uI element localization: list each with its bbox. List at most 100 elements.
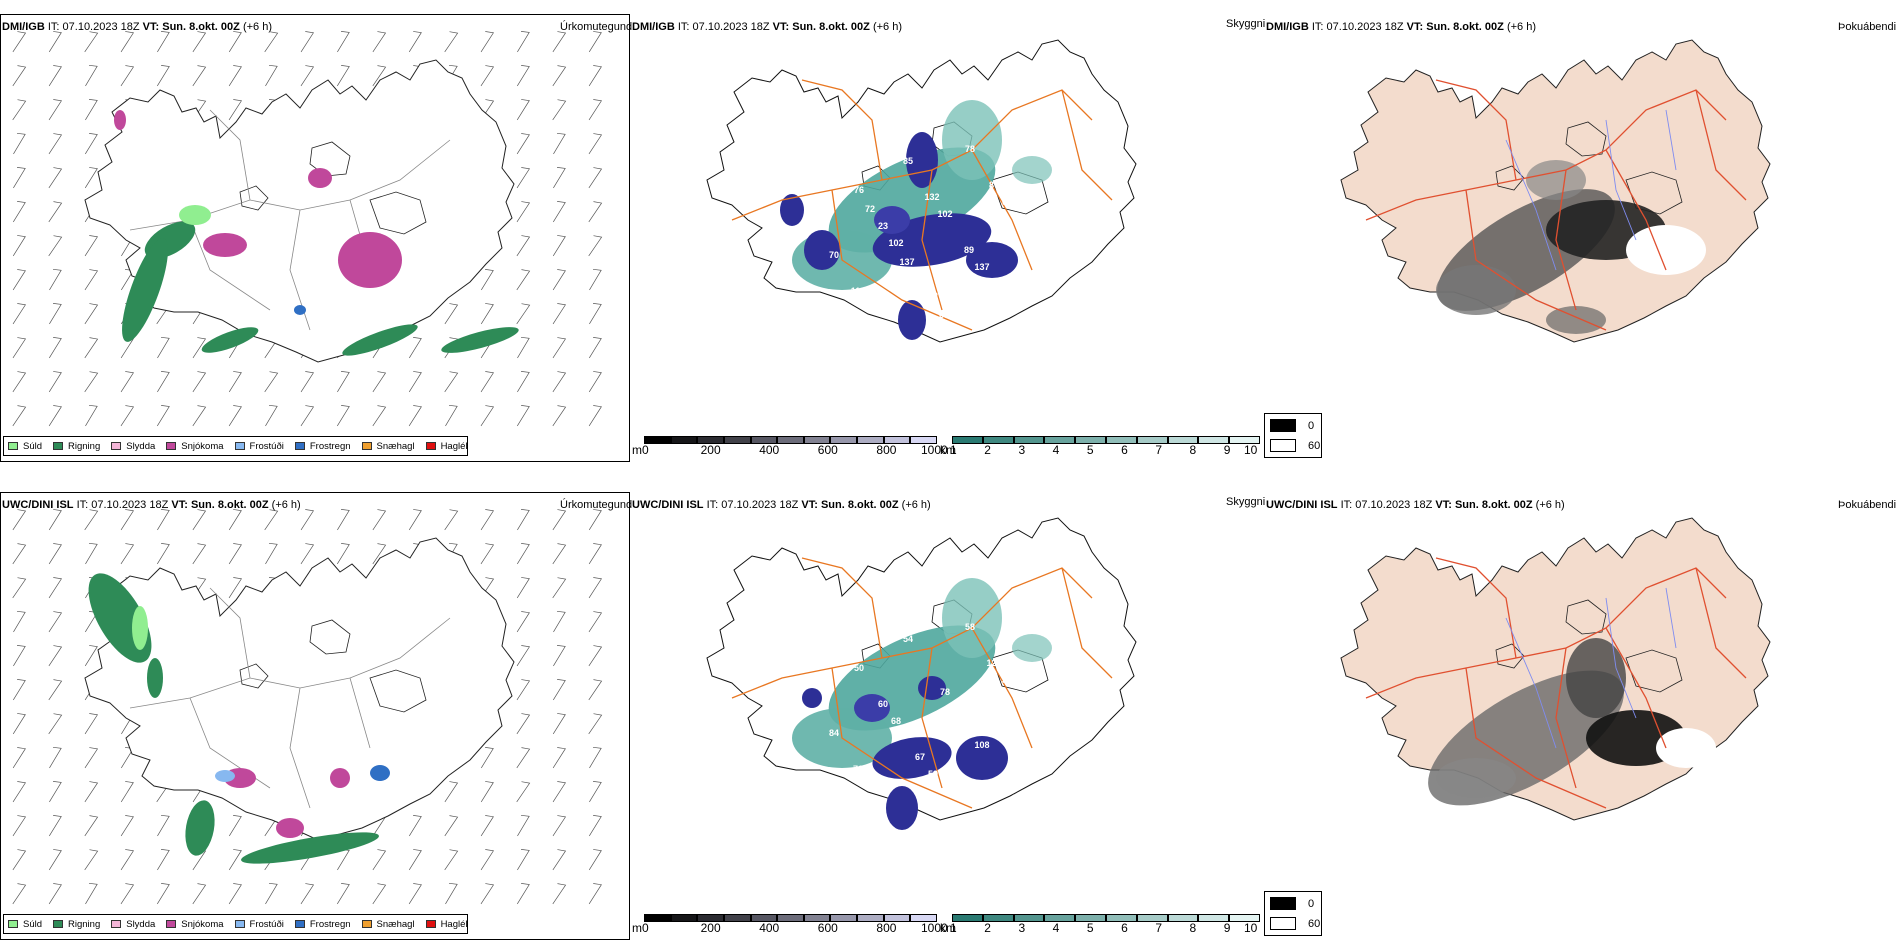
cloud-base-label: 73: [1001, 298, 1011, 308]
cloud-base-area: [804, 230, 840, 270]
colorbar-segment: [830, 436, 858, 444]
wind-barb: [517, 849, 530, 871]
wind-barb: [48, 31, 62, 53]
legend-swatch: [361, 442, 372, 450]
lead-offset: (+6 h): [1535, 499, 1565, 511]
wind-barb: [336, 543, 350, 565]
wind-barb: [228, 543, 242, 565]
it-label: IT:: [47, 21, 60, 33]
wind-barb: [552, 303, 567, 325]
wind-barb: [444, 31, 459, 53]
cloud-base-label: 107: [1011, 793, 1026, 803]
wind-barb: [48, 883, 62, 905]
shaded-area: [828, 147, 996, 253]
legend-item-haglel: Haglél: [425, 919, 468, 930]
wind-barb: [480, 747, 494, 769]
wind-barb: [517, 814, 530, 837]
it-value: 07.10.2023 18Z: [91, 499, 169, 511]
wind-barb: [12, 303, 27, 325]
legend-swatch: [425, 920, 436, 928]
wind-barb: [588, 133, 603, 155]
wind-barb: [228, 815, 242, 837]
glacier-outline: [239, 185, 269, 211]
wind-barb: [588, 235, 603, 257]
vt-value: Sun. 8.okt. 00Z: [792, 21, 870, 33]
wind-barb: [445, 404, 458, 427]
cloud-base-label: 132: [924, 192, 939, 202]
wind-barb: [228, 31, 242, 53]
wind-barb: [265, 404, 278, 427]
colorbar-tick: 3: [1018, 443, 1026, 457]
cloud-base-label: 137: [899, 257, 914, 267]
precip-header: DMI/IGB IT: 07.10.2023 18Z VT: Sun. 8.ok…: [2, 21, 272, 33]
colorbar-tick: 200: [700, 443, 721, 457]
colorbar-tick: 8: [1189, 921, 1197, 935]
legend-label: Haglél: [440, 440, 468, 452]
wind-barb: [516, 577, 530, 599]
cloud-base-label: 82: [928, 291, 938, 301]
colorbar-tick: 6: [1121, 443, 1128, 457]
wind-barb: [265, 64, 278, 87]
model-name: DMI/IGB: [632, 21, 675, 33]
legend-label: Snjókoma: [181, 918, 224, 930]
wind-barb: [265, 882, 278, 905]
it-value: 07.10.2023 18Z: [721, 499, 799, 511]
wind-barb: [120, 543, 135, 565]
snow-area: [338, 232, 402, 288]
wind-barb: [12, 781, 27, 803]
fog-index-area: [1436, 265, 1516, 315]
rain-area: [201, 327, 259, 353]
colorbar-tick: 1: [950, 443, 957, 457]
wind-barb: [48, 99, 63, 121]
fog-low-label: 0: [1308, 897, 1315, 910]
colorbar-tick: 800: [876, 921, 897, 935]
legend-swatch: [53, 442, 64, 450]
wind-barb: [588, 883, 602, 905]
rain-area: [122, 238, 168, 342]
wind-barb: [48, 405, 62, 427]
colorbar-tick: 4: [1052, 443, 1060, 457]
precip-header: UWC/DINI ISL IT: 07.10.2023 18Z VT: Sun.…: [2, 499, 301, 511]
vt-value: Sun. 8.okt. 00Z: [820, 499, 899, 511]
vt-label: VT:: [171, 499, 188, 511]
colorbar-tick: 400: [759, 443, 780, 457]
wind-barb: [157, 371, 170, 393]
wind-barb: [553, 167, 566, 189]
wind-barb: [12, 235, 26, 257]
wind-barb: [84, 849, 99, 871]
wind-barb: [516, 235, 531, 257]
model-name: UWC/DINI ISL: [1266, 499, 1338, 511]
cloud-base-area: [966, 242, 1018, 278]
legend-item-snaehagl: Snæhagl: [361, 919, 415, 930]
colorbar-tick: 5: [1086, 921, 1094, 935]
legend-label: Snæhagl: [376, 440, 415, 452]
colorbar-tick: 10: [1244, 921, 1258, 935]
cloud-base-label: 72: [865, 204, 875, 214]
wind-barb: [408, 337, 422, 359]
legend-label: Súld: [23, 918, 43, 930]
cloud-base-label: 76: [890, 139, 900, 149]
wind-barb: [48, 65, 62, 87]
wind-barb: [517, 31, 530, 53]
wind-barb: [480, 31, 495, 53]
vt-label: VT:: [772, 21, 790, 33]
roads: [731, 79, 1113, 331]
cloud-base-label: 120: [825, 151, 840, 161]
cloud-base-label: 80: [989, 180, 999, 190]
wind-barb: [552, 543, 567, 565]
wind-barb: [12, 371, 27, 393]
cloud-base-label: 102: [937, 209, 952, 219]
cloud-base-label: 78: [940, 687, 950, 697]
wind-barb: [156, 65, 170, 87]
visibility-map: 91 76 102 82 78 62 70 68 85 102 137 60 78 23 63 158 80 93…: [706, 39, 1137, 343]
colorbar-tick: 6: [1121, 921, 1128, 935]
wind-barb: [12, 269, 26, 291]
wind-barb: [408, 883, 422, 905]
legend-label: Rigning: [68, 918, 101, 930]
fog-header: UWC/DINI ISL IT: 07.10.2023 18Z VT: Sun.…: [1266, 499, 1565, 511]
model-name: UWC/DINI ISL: [632, 499, 704, 511]
wind-barb: [12, 337, 27, 359]
colorbar-tick: 7: [1155, 443, 1163, 457]
legend-item-haglel: Haglél: [425, 440, 468, 452]
colorbar-tick: 0: [642, 921, 649, 935]
